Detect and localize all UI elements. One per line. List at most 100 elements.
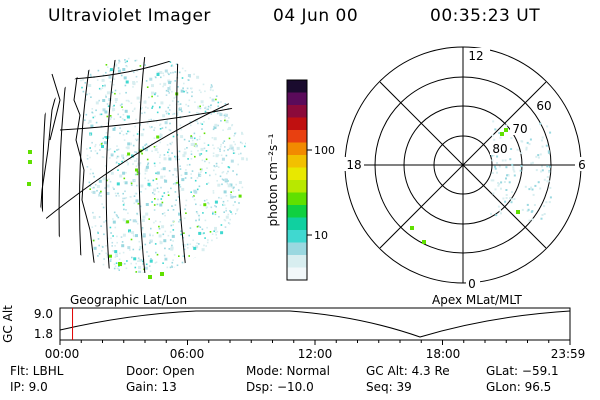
emission-speck (123, 177, 126, 180)
emission-speck (526, 141, 529, 144)
emission-speck (117, 192, 119, 195)
emission-speck (105, 220, 107, 222)
emission-speck (162, 233, 165, 236)
emission-speck (82, 79, 84, 81)
mode-info: Mode: Normal (246, 364, 330, 378)
emission-speck (547, 150, 550, 153)
emission-speck (132, 81, 136, 84)
emission-speck (150, 118, 152, 121)
emission-speck (541, 169, 544, 172)
emission-speck (530, 186, 533, 189)
emission-speck (99, 113, 102, 116)
emission-speck (221, 157, 225, 161)
emission-speck (206, 241, 209, 244)
emission-speck (94, 143, 97, 146)
emission-speck (105, 245, 107, 247)
emission-speck (170, 246, 174, 250)
emission-speck (223, 149, 226, 152)
emission-speck (204, 237, 206, 239)
emission-speck (145, 80, 148, 82)
emission-speck (126, 260, 128, 262)
emission-speck (144, 188, 147, 190)
emission-speck (148, 185, 151, 187)
emission-speck (97, 231, 99, 234)
emission-speck (507, 174, 510, 177)
emission-speck (201, 248, 205, 252)
emission-speck (171, 266, 174, 268)
emission-speck (102, 246, 104, 248)
emission-speck (116, 235, 118, 238)
emission-speck (146, 122, 149, 125)
emission-speck (540, 217, 543, 220)
emission-speck (133, 235, 135, 237)
emission-speck (229, 144, 233, 148)
emission-speck (103, 233, 105, 236)
emission-speck (85, 113, 88, 116)
emission-speck (190, 135, 193, 139)
emission-speck (205, 108, 208, 110)
emission-speck (215, 95, 218, 97)
emission-speck (227, 180, 229, 182)
emission-speck (164, 121, 168, 125)
emission-speck (196, 75, 200, 79)
emission-speck (176, 182, 178, 184)
emission-speck (98, 192, 101, 194)
emission-speck (142, 272, 146, 273)
emission-speck (181, 67, 184, 70)
emission-speck (535, 169, 538, 172)
emission-speck (232, 190, 235, 192)
emission-speck (238, 181, 242, 184)
filter-info: Flt: LBHL (10, 364, 64, 378)
emission-speck (223, 204, 226, 206)
emission-speck (162, 262, 164, 264)
emission-speck (116, 155, 119, 158)
emission-speck (113, 150, 116, 153)
emission-speck (217, 183, 221, 187)
emission-speck (95, 101, 99, 105)
emission-speck (194, 144, 198, 148)
colorbar-cell (287, 192, 307, 206)
emission-speck (159, 123, 162, 125)
emission-speck (154, 198, 156, 200)
emission-speck (92, 211, 94, 214)
emission-speck (127, 57, 130, 60)
emission-speck (175, 96, 177, 98)
emission-speck (141, 227, 144, 229)
emission-speck (118, 269, 120, 271)
emission-speck (187, 158, 189, 160)
emission-speck (541, 214, 544, 216)
emission-speck (147, 107, 149, 109)
emission-speck (212, 144, 214, 146)
emission-speck (185, 90, 187, 92)
emission-speck (203, 232, 205, 234)
emission-speck (169, 129, 172, 132)
emission-speck (526, 210, 529, 212)
emission-speck (147, 179, 150, 182)
emission-speck (169, 266, 172, 269)
emission-speck (135, 234, 138, 238)
emission-speck (89, 168, 92, 171)
emission-speck (137, 172, 139, 175)
emission-speck (209, 89, 212, 91)
emission-speck (122, 200, 124, 202)
emission-speck (160, 198, 163, 200)
emission-speck (232, 170, 234, 172)
emission-speck (500, 132, 504, 136)
emission-speck (169, 239, 172, 241)
emission-speck (145, 146, 147, 149)
emission-speck (545, 201, 548, 204)
emission-speck (133, 179, 136, 182)
emission-speck (194, 101, 196, 103)
emission-speck (145, 165, 149, 169)
emission-speck (231, 186, 233, 188)
emission-speck (228, 117, 230, 119)
colorbar-cell (287, 230, 307, 243)
emission-speck (220, 101, 222, 103)
emission-speck (112, 105, 114, 108)
emission-speck (96, 152, 99, 155)
emission-speck (190, 191, 192, 193)
emission-speck (124, 181, 128, 185)
emission-speck (192, 245, 194, 248)
emission-speck (81, 86, 83, 89)
emission-speck (176, 169, 178, 172)
